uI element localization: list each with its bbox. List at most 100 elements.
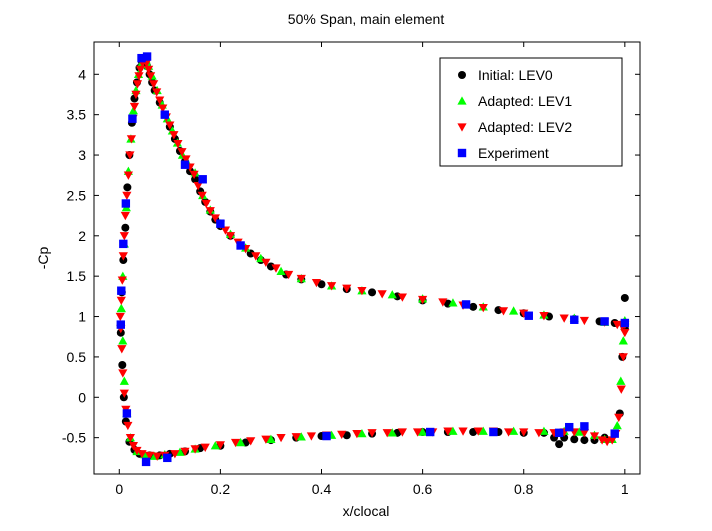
plot-area-frame — [93, 41, 641, 475]
data-point — [123, 421, 133, 431]
data-point — [181, 155, 191, 164]
data-point — [503, 428, 514, 437]
data-point — [337, 430, 347, 440]
data-point — [610, 429, 619, 438]
legend-entry-label: Adapted: LEV2 — [478, 119, 572, 135]
data-point — [367, 429, 377, 438]
data-point — [570, 435, 579, 444]
data-point — [461, 300, 471, 309]
data-point — [118, 336, 128, 345]
data-point — [137, 53, 146, 63]
data-point — [118, 369, 128, 378]
data-point — [177, 148, 187, 157]
data-point — [246, 437, 256, 446]
x-tick-label: 0.8 — [514, 481, 534, 497]
chart-title: 50% Span, main element — [288, 11, 445, 27]
data-point — [132, 446, 142, 456]
data-point — [132, 80, 143, 89]
data-point — [137, 450, 147, 459]
data-point — [519, 428, 529, 437]
data-point — [191, 175, 200, 184]
data-point — [602, 438, 612, 447]
data-point — [170, 450, 180, 459]
data-point — [117, 276, 127, 285]
legend-marker — [457, 96, 467, 105]
data-point — [123, 183, 132, 192]
data-point — [534, 429, 544, 438]
data-point — [225, 232, 236, 241]
data-point — [165, 121, 175, 130]
data-point — [128, 114, 137, 123]
data-point — [118, 360, 127, 369]
data-point — [125, 433, 135, 443]
data-point — [230, 438, 241, 448]
data-point — [616, 385, 626, 394]
data-point — [478, 303, 488, 313]
data-point — [134, 72, 144, 81]
data-point — [169, 131, 179, 140]
data-point — [198, 175, 207, 184]
data-point — [119, 389, 129, 398]
data-point — [197, 191, 207, 201]
data-point — [296, 274, 306, 284]
data-point — [236, 437, 246, 447]
data-point — [126, 135, 137, 144]
data-point — [443, 427, 453, 436]
data-point — [397, 293, 407, 302]
data-point — [205, 207, 215, 216]
data-point — [216, 219, 225, 228]
data-point — [618, 353, 628, 362]
data-point — [155, 96, 165, 105]
data-point — [291, 433, 301, 442]
data-point — [251, 252, 261, 261]
data-point — [357, 429, 367, 438]
data-point — [327, 282, 337, 291]
data-point — [412, 428, 423, 437]
data-point — [524, 311, 533, 320]
data-point — [121, 223, 130, 232]
data-point — [620, 293, 629, 302]
data-point — [119, 376, 129, 385]
data-marks — [115, 52, 630, 467]
data-point — [589, 432, 600, 441]
data-point — [142, 52, 152, 61]
data-point — [271, 264, 281, 273]
data-point — [149, 80, 159, 89]
legend-marker — [458, 71, 466, 79]
legend-box — [439, 57, 623, 167]
data-point — [144, 65, 154, 75]
data-point — [387, 290, 397, 299]
data-point — [559, 314, 569, 323]
data-point — [368, 288, 377, 297]
data-point — [236, 241, 245, 250]
data-point — [607, 436, 617, 445]
data-point — [145, 451, 155, 461]
data-point — [418, 427, 428, 436]
data-point — [574, 427, 584, 436]
data-point — [119, 232, 129, 241]
data-point — [377, 290, 387, 299]
data-point — [261, 258, 271, 268]
data-point — [322, 431, 331, 441]
data-point — [180, 160, 190, 169]
x-tick-label: 0.2 — [211, 481, 231, 497]
data-point — [509, 306, 519, 315]
axis-ticks: 0 0.2 0.4 0.6 0.8 1 -0.5 0 0.5 1 1.5 2 2.5 3 3.5 4 — [62, 42, 640, 497]
x-tick-label: 1 — [621, 481, 629, 497]
data-point — [210, 214, 220, 223]
data-point — [458, 427, 468, 436]
data-point — [128, 106, 139, 115]
y-tick-label: 0.5 — [67, 349, 87, 365]
data-point — [539, 312, 549, 321]
data-point — [473, 427, 483, 436]
y-tick-label: 1.5 — [67, 268, 87, 284]
data-point — [620, 318, 630, 328]
legend-entry-label: Experiment — [478, 145, 549, 161]
data-point — [612, 420, 622, 430]
data-point — [342, 284, 352, 293]
series-4 — [116, 52, 630, 467]
data-point — [190, 445, 200, 454]
data-point — [122, 409, 132, 418]
data-point — [276, 266, 286, 276]
